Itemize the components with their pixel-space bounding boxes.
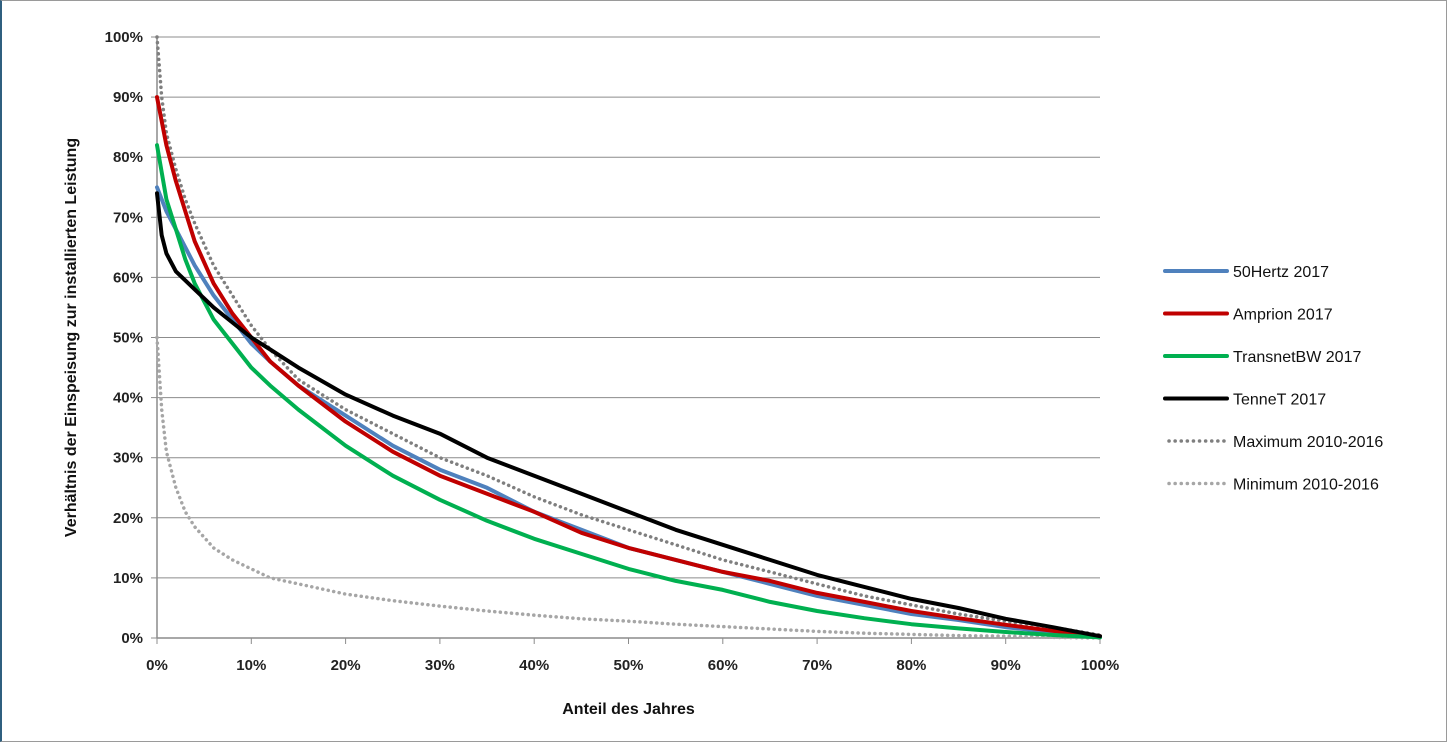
x-tick-label: 30% [425,657,455,674]
x-tick-label: 70% [802,657,832,674]
x-tick-label: 0% [146,657,168,674]
y-tick-label: 90% [113,89,143,106]
legend: 50Hertz 2017 Amprion 2017 TransnetBW 2017 T… [1163,264,1383,494]
legend-label: TenneT 2017 [1233,392,1326,409]
legend-label: Amprion 2017 [1233,307,1333,324]
y-tick-label: 80% [113,149,143,166]
x-tick-label: 90% [991,657,1021,674]
legend-label: TransnetBW 2017 [1233,349,1361,366]
legend-label: 50Hertz 2017 [1233,264,1329,281]
y-axis-title: Verhältnis der Einspeisung zur installie… [63,138,80,537]
y-tick-label: 70% [113,209,143,226]
legend-item-50hertz-2017: 50Hertz 2017 [1163,264,1329,281]
legend-item-amprion-2017: Amprion 2017 [1163,307,1333,324]
x-axis-ticks: 0% 10% 20% 30% 40% 50% 60% 70% 80% 90% 100% [146,638,1119,674]
x-tick-label: 10% [236,657,266,674]
legend-item-transnetbw-2017: TransnetBW 2017 [1163,349,1361,366]
series-lines [155,35,1102,640]
y-tick-label: 50% [113,330,143,347]
y-tick-label: 30% [113,450,143,467]
series-line-50hertz-2017 [155,185,1102,639]
y-tick-label: 100% [105,29,143,46]
x-tick-label: 50% [613,657,643,674]
x-tick-label: 20% [331,657,361,674]
y-tick-label: 60% [113,269,143,286]
x-tick-label: 80% [896,657,926,674]
legend-label: Minimum 2010-2016 [1233,477,1379,494]
x-tick-label: 40% [519,657,549,674]
y-axis-ticks: 0% 10% 20% 30% 40% 50% 60% 70% 80% 90% 100% [105,29,157,647]
legend-item-maximum-2010-2016: Maximum 2010-2016 [1167,434,1383,451]
legend-item-tennet-2017: TenneT 2017 [1163,392,1326,409]
x-tick-label: 100% [1081,657,1119,674]
y-tick-label: 0% [121,630,143,647]
y-tick-label: 40% [113,390,143,407]
series-line-maximum-2010-2016 [155,35,1102,637]
series-line-amprion-2017 [155,95,1102,639]
x-axis-title: Anteil des Jahres [562,701,695,718]
y-tick-label: 10% [113,570,143,587]
x-tick-label: 60% [708,657,738,674]
gridlines [157,36,1100,579]
series-line-tennet-2017 [155,191,1102,639]
series-line-minimum-2010-2016 [155,335,1102,640]
series-line-transnetbw-2017 [155,143,1102,640]
y-tick-label: 20% [113,510,143,527]
legend-item-minimum-2010-2016: Minimum 2010-2016 [1167,477,1379,494]
legend-label: Maximum 2010-2016 [1233,434,1383,451]
